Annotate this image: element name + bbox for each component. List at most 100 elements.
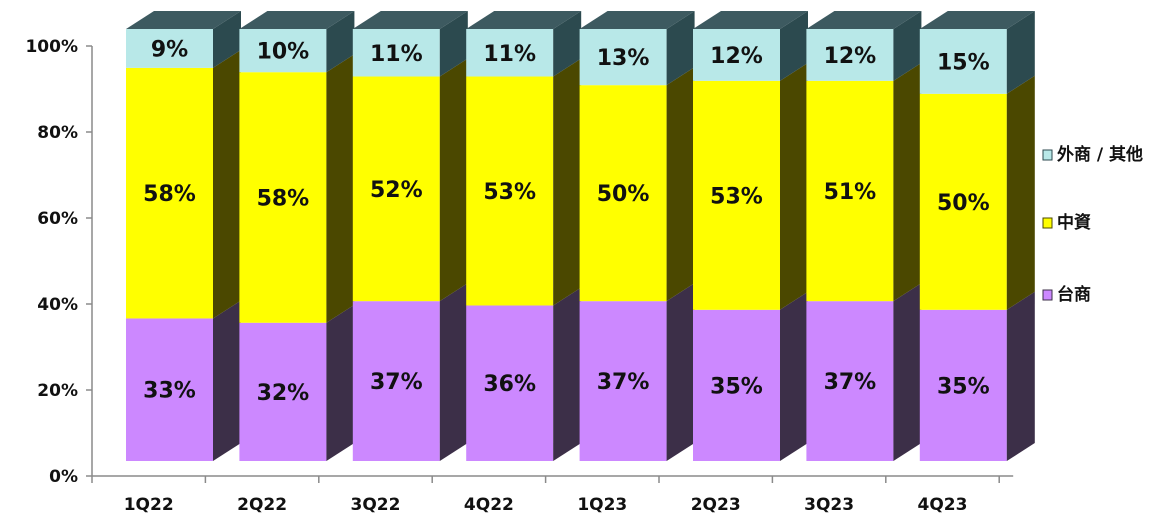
y-tick-label: 100% xyxy=(25,37,78,57)
bar-side-中資 xyxy=(666,67,695,302)
bar-side-外商 / 其他 xyxy=(666,11,695,86)
bar-side-中資 xyxy=(439,58,468,302)
bar-side-外商 / 其他 xyxy=(326,11,355,73)
axes-layer: 0% 20% 40% 60% 80% 100% 1Q22 2Q22 3Q22 4Q22 1Q23 2Q… xyxy=(25,37,1014,515)
bar-segment-中資 xyxy=(579,85,667,302)
bar-segment-台商 xyxy=(806,301,894,461)
bar-segment-外商 / 其他 xyxy=(919,29,1007,94)
bar-segment-外商 / 其他 xyxy=(352,29,440,77)
data-label: 50% xyxy=(937,191,990,216)
data-label: 35% xyxy=(710,374,763,399)
data-label: 52% xyxy=(370,178,423,203)
bar-top-face xyxy=(579,11,695,29)
bar-stack-3Q23 xyxy=(806,11,922,461)
bar-segment-中資 xyxy=(693,80,780,310)
data-label: 37% xyxy=(370,370,423,395)
legend-label: 台商 xyxy=(1057,284,1091,305)
data-label: 12% xyxy=(824,44,877,69)
data-label: 37% xyxy=(597,370,650,395)
bar-segment-外商 / 其他 xyxy=(239,29,327,73)
data-label: 58% xyxy=(143,182,196,207)
bar-segment-中資 xyxy=(466,76,554,306)
data-label: 53% xyxy=(710,184,763,209)
bar-segment-外商 / 其他 xyxy=(579,29,667,86)
bar-segment-外商 / 其他 xyxy=(806,29,894,81)
data-label: 51% xyxy=(824,180,877,205)
data-label: 32% xyxy=(257,381,310,406)
x-tick-label: 2Q23 xyxy=(691,495,741,515)
bar-stack-4Q22 xyxy=(466,11,582,461)
bar-side-台商 xyxy=(439,283,468,461)
bar-side-台商 xyxy=(326,304,355,461)
bar-segment-台商 xyxy=(579,301,667,461)
bar-segment-中資 xyxy=(806,80,894,302)
data-label: 11% xyxy=(370,42,423,67)
y-tick-label: 20% xyxy=(37,381,78,401)
data-label: 35% xyxy=(937,374,990,399)
data-label: 58% xyxy=(257,186,310,211)
bar-top-face xyxy=(239,11,355,29)
bar-segment-台商 xyxy=(239,322,327,461)
data-label: 10% xyxy=(257,40,310,65)
bar-side-中資 xyxy=(553,58,582,306)
bar-side-台商 xyxy=(553,287,582,461)
bar-stack-4Q23 xyxy=(919,11,1035,461)
bar-stack-1Q22 xyxy=(126,11,241,461)
bar-segment-台商 xyxy=(352,301,440,461)
bar-top-face xyxy=(693,11,808,29)
data-label: 15% xyxy=(937,50,990,75)
bar-segment-中資 xyxy=(239,72,327,323)
bar-segment-外商 / 其他 xyxy=(126,29,213,68)
legend-label: 外商 / 其他 xyxy=(1057,144,1143,165)
x-tick-label: 3Q23 xyxy=(804,495,854,515)
bar-side-外商 / 其他 xyxy=(893,11,922,81)
bar-top-face xyxy=(806,11,922,29)
bar-segment-外商 / 其他 xyxy=(693,29,780,81)
bar-segment-台商 xyxy=(466,305,554,461)
bar-segment-中資 xyxy=(919,93,1007,310)
bar-segment-中資 xyxy=(126,67,213,319)
bar-side-中資 xyxy=(1006,75,1035,310)
x-tick-label: 3Q22 xyxy=(351,495,401,515)
data-label: 11% xyxy=(483,42,536,67)
legend-swatch xyxy=(1042,217,1053,229)
bar-top-face xyxy=(352,11,468,29)
legend-label: 中資 xyxy=(1057,212,1091,233)
data-label: 37% xyxy=(824,370,877,395)
x-tick-label: 4Q22 xyxy=(464,495,514,515)
bar-side-台商 xyxy=(780,291,808,461)
y-tick-label: 40% xyxy=(37,295,78,315)
bar-segment-台商 xyxy=(693,309,780,461)
bar-side-中資 xyxy=(213,49,241,319)
bar-top-face xyxy=(466,11,582,29)
bar-segment-中資 xyxy=(352,76,440,302)
bar-side-外商 / 其他 xyxy=(553,11,582,77)
x-tick-label: 2Q22 xyxy=(237,495,287,515)
bar-stack-2Q22 xyxy=(239,11,355,461)
data-label: 53% xyxy=(483,180,536,205)
bar-top-face xyxy=(126,11,241,29)
bar-stack-2Q23 xyxy=(693,11,808,461)
bar-stack-1Q23 xyxy=(579,11,695,461)
x-tick-label: 4Q23 xyxy=(918,495,968,515)
x-tick-label: 1Q22 xyxy=(124,495,174,515)
bar-segment-台商 xyxy=(126,318,213,461)
y-tick-label: 0% xyxy=(49,467,78,487)
bar-side-中資 xyxy=(893,62,922,302)
y-tick-label: 60% xyxy=(37,209,78,229)
data-label: 9% xyxy=(151,37,188,62)
bar-side-外商 / 其他 xyxy=(1006,11,1035,94)
bar-side-台商 xyxy=(1006,291,1035,461)
bar-top-face xyxy=(919,11,1035,29)
bar-segment-台商 xyxy=(919,309,1007,461)
bar-side-中資 xyxy=(326,54,355,323)
bar-side-外商 / 其他 xyxy=(780,11,808,81)
bar-side-中資 xyxy=(780,62,808,310)
data-label: 12% xyxy=(710,44,763,69)
bar-side-台商 xyxy=(666,283,695,461)
data-label: 50% xyxy=(597,182,650,207)
data-labels-layer: 33% 58% 9% 32% 58% 10% 37% 52% 11% 36% 53% 11% 37% 50… xyxy=(143,37,989,405)
